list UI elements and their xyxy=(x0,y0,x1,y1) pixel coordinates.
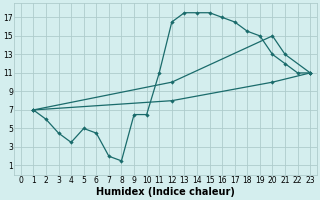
X-axis label: Humidex (Indice chaleur): Humidex (Indice chaleur) xyxy=(96,187,235,197)
